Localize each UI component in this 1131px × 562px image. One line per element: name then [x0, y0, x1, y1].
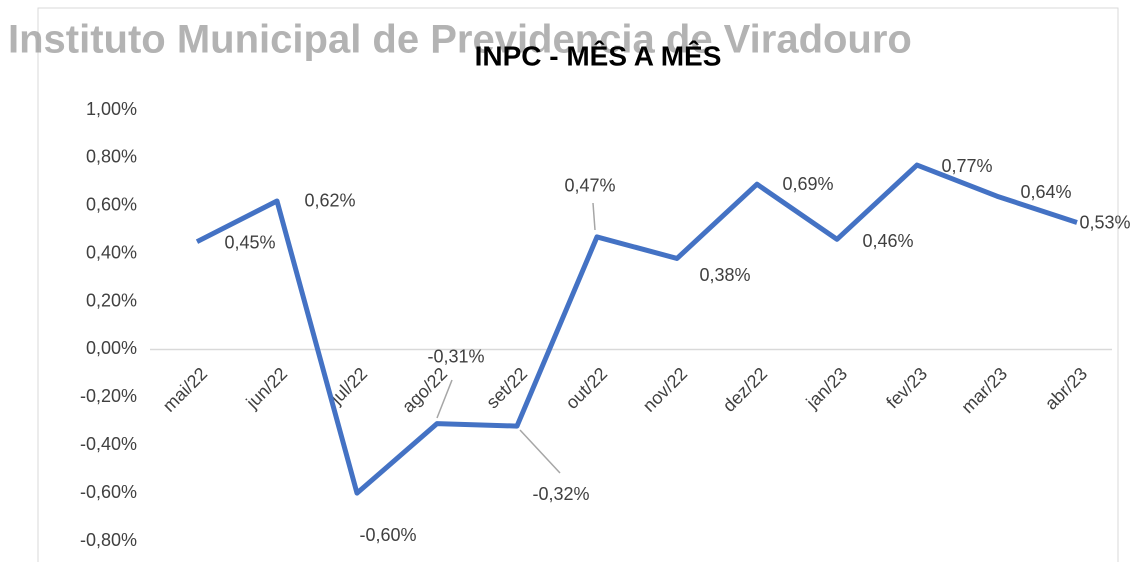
data-label: 0,64%: [1020, 182, 1071, 202]
leader-line: [519, 429, 561, 474]
y-tick-label: 0,20%: [86, 290, 137, 310]
leader-line: [592, 202, 596, 231]
data-label: -0,31%: [427, 346, 484, 366]
y-tick-label: -0,60%: [80, 482, 137, 502]
chart-title: INPC - MÊS A MÊS: [475, 40, 722, 71]
leader-line: [436, 379, 453, 419]
watermark: Instituto Municipal de Previdencia de Vi…: [8, 18, 912, 62]
x-tick-label: ago/22: [398, 363, 451, 416]
data-label: 0,47%: [564, 176, 615, 196]
y-tick-label: 0,40%: [86, 242, 137, 262]
y-tick-label: 0,80%: [86, 147, 137, 167]
data-label: 0,38%: [699, 265, 750, 285]
x-tick-label: jun/22: [242, 363, 292, 413]
x-tick-label: mai/22: [159, 363, 211, 415]
x-tick-label: dez/22: [719, 363, 771, 415]
y-tick-label: 0,60%: [86, 195, 137, 215]
chart-border: [37, 7, 1119, 562]
y-tick-label: 1,00%: [86, 99, 137, 119]
y-tick-label: -0,40%: [80, 434, 137, 454]
data-label: -0,32%: [532, 484, 589, 504]
data-label: 0,53%: [1079, 212, 1130, 232]
x-tick-label: fev/23: [882, 363, 931, 412]
y-tick-label: 0,00%: [86, 338, 137, 358]
data-label: 0,77%: [941, 156, 992, 176]
data-label: -0,60%: [359, 525, 416, 545]
data-label: 0,62%: [304, 191, 355, 211]
y-tick-label: -0,20%: [80, 386, 137, 406]
x-tick-label: out/22: [562, 363, 612, 413]
y-tick-label: -0,80%: [80, 530, 137, 550]
data-label: 0,69%: [782, 174, 833, 194]
x-tick-label: abr/23: [1041, 363, 1091, 413]
data-label: 0,46%: [862, 231, 913, 251]
x-tick-label: mar/23: [957, 363, 1011, 417]
x-tick-label: jan/23: [802, 363, 852, 413]
data-label: 0,45%: [224, 232, 275, 252]
data-line: [195, 162, 1078, 496]
x-tick-label: nov/22: [639, 363, 691, 415]
